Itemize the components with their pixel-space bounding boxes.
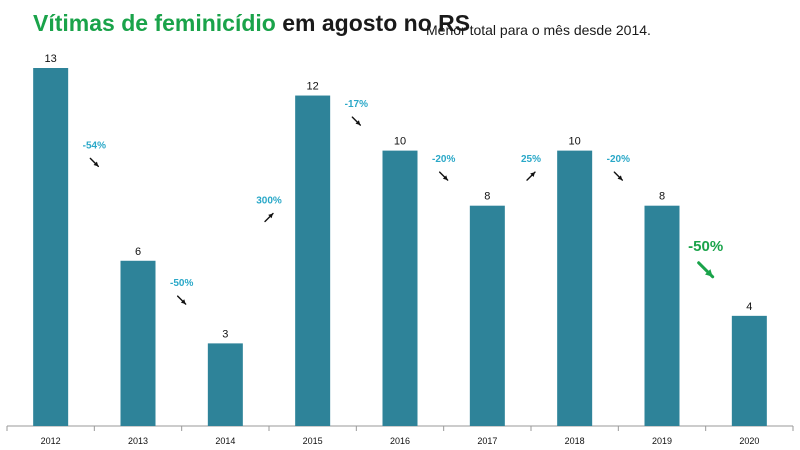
change-arrowhead-icon — [442, 175, 448, 181]
change-percent-label: -54% — [83, 140, 106, 151]
change-arrowhead-icon — [180, 299, 186, 305]
change-arrowhead-icon — [530, 172, 535, 177]
chart-title-rest: em agosto no RS — [282, 10, 471, 36]
x-tick-label: 2013 — [128, 436, 148, 446]
bar-value-label: 8 — [659, 191, 665, 203]
x-tick-label: 2014 — [215, 436, 235, 446]
change-percent-label: -20% — [432, 154, 455, 165]
bar — [120, 260, 156, 426]
bar-value-label: 12 — [307, 81, 319, 93]
change-arrowhead-icon — [704, 269, 713, 277]
change-percent-label: 300% — [256, 195, 282, 206]
x-tick-label: 2020 — [739, 436, 759, 446]
bar — [644, 205, 680, 426]
x-tick-label: 2012 — [41, 436, 61, 446]
change-arrowhead-icon — [355, 120, 361, 126]
bar — [382, 150, 418, 426]
bar — [469, 205, 505, 426]
bar-value-label: 8 — [484, 191, 490, 203]
bar-value-label: 6 — [135, 246, 141, 258]
x-tick-label: 2017 — [477, 436, 497, 446]
change-percent-label: 25% — [521, 154, 541, 165]
chart-subtitle: Menor total para o mês desde 2014. — [426, 22, 651, 38]
bar — [295, 95, 331, 427]
bar — [731, 315, 767, 426]
chart-title: Vítimas de feminicídio em agosto no RS — [33, 10, 470, 37]
bar-value-label: 10 — [394, 136, 406, 148]
bar-value-label: 10 — [569, 136, 581, 148]
bar-value-label: 4 — [746, 301, 752, 313]
change-percent-label: -50% — [688, 238, 723, 255]
bar — [33, 68, 69, 426]
change-arrowhead-icon — [268, 213, 273, 219]
bar-value-label: 13 — [45, 53, 57, 65]
change-percent-label: -20% — [607, 154, 630, 165]
change-percent-label: -50% — [170, 278, 193, 289]
x-tick-label: 2018 — [565, 436, 585, 446]
change-arrowhead-icon — [93, 161, 99, 167]
change-arrowhead-icon — [617, 175, 623, 181]
change-percent-label: -17% — [345, 99, 368, 110]
bar — [207, 343, 243, 426]
x-tick-label: 2016 — [390, 436, 410, 446]
x-tick-label: 2019 — [652, 436, 672, 446]
bar-value-label: 3 — [222, 328, 228, 340]
bar — [557, 150, 593, 426]
chart-title-highlight: Vítimas de feminicídio — [33, 10, 276, 36]
x-tick-label: 2015 — [303, 436, 323, 446]
